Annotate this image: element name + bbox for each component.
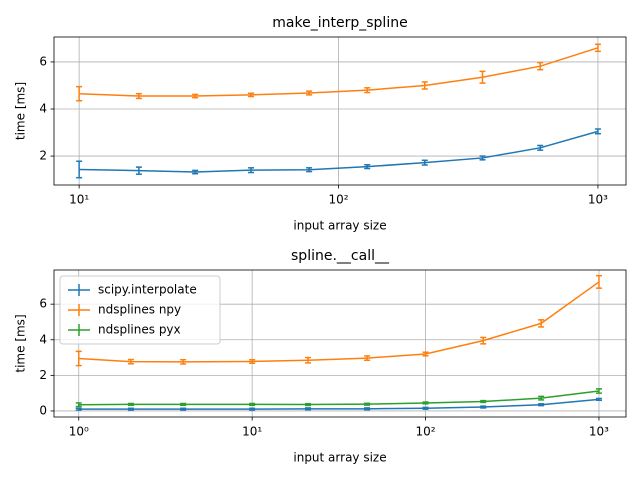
error-bar bbox=[537, 61, 544, 71]
error-bar bbox=[538, 403, 545, 407]
axes-frame bbox=[53, 269, 627, 418]
error-bar bbox=[76, 85, 83, 102]
error-bar bbox=[135, 166, 142, 175]
x-axis-label: input array size bbox=[293, 451, 386, 465]
x-tick-label: 10¹ bbox=[69, 193, 89, 207]
error-bar bbox=[180, 358, 187, 365]
error-bar bbox=[75, 402, 82, 408]
error-bar bbox=[594, 43, 601, 53]
error-bar bbox=[595, 388, 602, 394]
error-bar bbox=[537, 144, 544, 151]
error-bar bbox=[180, 402, 187, 407]
y-tick-label: 4 bbox=[39, 102, 47, 116]
y-tick-label: 4 bbox=[39, 332, 47, 346]
legend-box bbox=[59, 275, 221, 345]
legend-label: ndsplines pyx bbox=[98, 323, 181, 337]
error-bar bbox=[75, 407, 82, 411]
y-axis-label: time [ms] bbox=[14, 314, 28, 372]
error-bar bbox=[306, 90, 313, 96]
series-line bbox=[78, 398, 600, 410]
error-bar bbox=[249, 358, 256, 365]
error-bar bbox=[75, 350, 82, 367]
error-bar bbox=[595, 397, 602, 402]
error-bar bbox=[305, 402, 312, 407]
x-tick-label: 10⁰ bbox=[69, 425, 89, 439]
axes-frame bbox=[53, 36, 627, 186]
error-bar bbox=[422, 406, 429, 410]
error-bar bbox=[127, 407, 134, 411]
chart-title: spline.__call__ bbox=[291, 248, 390, 264]
error-bar bbox=[594, 128, 601, 135]
x-tick-label: 10² bbox=[328, 193, 348, 207]
error-bar bbox=[595, 274, 602, 289]
error-bar bbox=[364, 407, 371, 411]
x-axis-label: input array size bbox=[293, 219, 386, 233]
error-bar bbox=[306, 167, 313, 173]
series-line bbox=[79, 47, 599, 97]
error-bar bbox=[305, 356, 312, 364]
series-line bbox=[78, 281, 600, 363]
error-bar bbox=[479, 70, 486, 84]
error-bar bbox=[538, 319, 545, 328]
error-bar bbox=[480, 336, 487, 345]
error-bar bbox=[192, 93, 199, 99]
y-tick-label: 2 bbox=[39, 149, 47, 163]
error-bar bbox=[248, 92, 255, 98]
error-bar bbox=[249, 407, 256, 411]
error-bar bbox=[248, 167, 255, 174]
error-bar bbox=[180, 407, 187, 411]
x-tick-label: 10² bbox=[416, 425, 436, 439]
error-bar bbox=[249, 402, 256, 407]
error-bar bbox=[135, 92, 142, 100]
x-tick-label: 10¹ bbox=[242, 425, 262, 439]
error-bar bbox=[422, 401, 429, 405]
y-tick-label: 2 bbox=[39, 368, 47, 382]
series-line bbox=[78, 390, 600, 406]
error-bar bbox=[364, 87, 371, 94]
series-line bbox=[79, 130, 599, 173]
error-bar bbox=[127, 358, 134, 365]
error-bar bbox=[76, 160, 83, 179]
error-bar bbox=[305, 407, 312, 411]
legend-label: scipy.interpolate bbox=[98, 283, 197, 297]
error-bar bbox=[421, 81, 428, 90]
error-bar bbox=[538, 395, 545, 401]
error-bar bbox=[364, 164, 371, 170]
y-tick-label: 6 bbox=[39, 54, 47, 68]
error-bar bbox=[192, 169, 199, 175]
error-bar bbox=[421, 159, 428, 166]
legend-label: ndsplines npy bbox=[98, 303, 181, 317]
error-bar bbox=[364, 402, 371, 406]
error-bar bbox=[480, 399, 487, 404]
error-bar bbox=[422, 351, 429, 357]
y-axis-label: time [ms] bbox=[14, 82, 28, 140]
error-bar bbox=[479, 155, 486, 161]
error-bar bbox=[127, 402, 134, 407]
x-tick-label: 10³ bbox=[588, 193, 608, 207]
chart-title: make_interp_spline bbox=[272, 15, 407, 31]
error-bar bbox=[480, 405, 487, 409]
y-tick-label: 0 bbox=[39, 403, 47, 417]
x-tick-label: 10³ bbox=[589, 425, 609, 439]
error-bar bbox=[364, 355, 371, 361]
y-tick-label: 6 bbox=[39, 297, 47, 311]
